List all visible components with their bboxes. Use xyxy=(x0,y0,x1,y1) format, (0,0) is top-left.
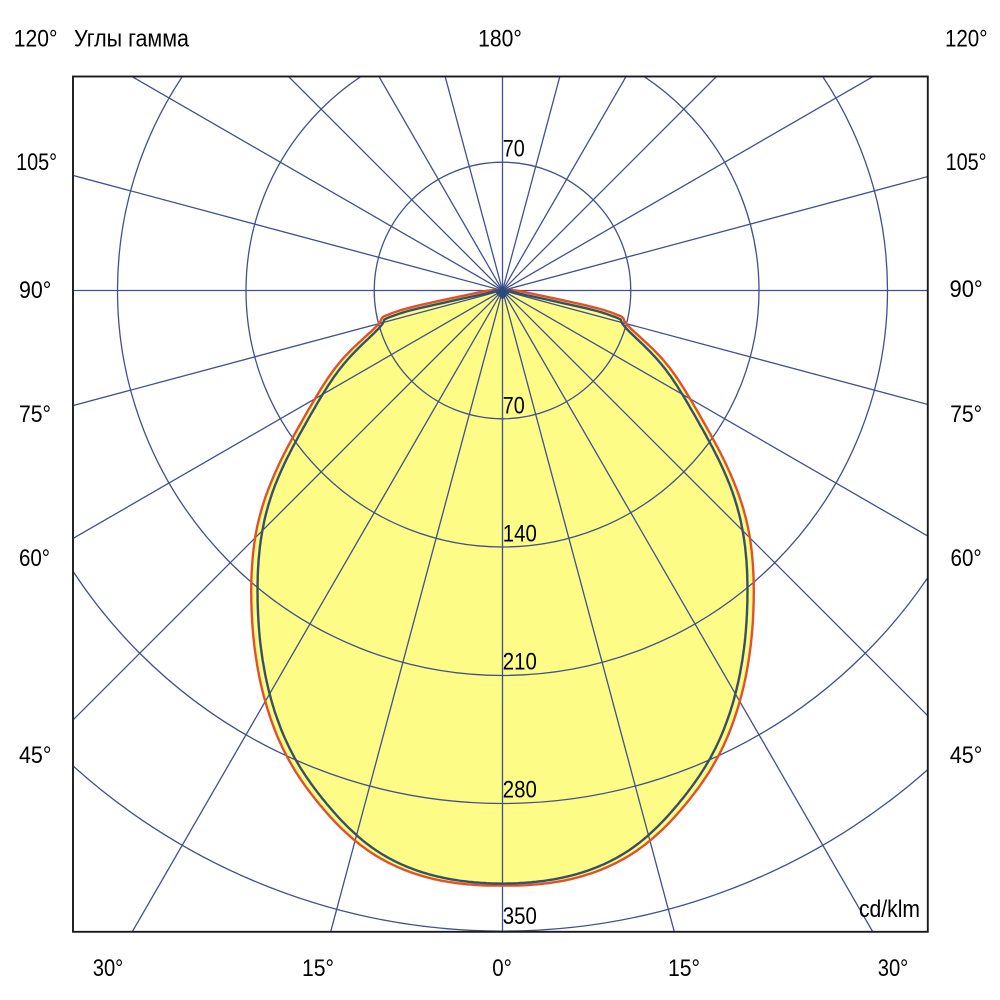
svg-text:105°: 105° xyxy=(16,149,57,176)
svg-text:140: 140 xyxy=(503,521,537,548)
svg-text:210: 210 xyxy=(503,649,537,676)
svg-text:180°: 180° xyxy=(478,26,522,53)
svg-text:15°: 15° xyxy=(668,955,700,982)
svg-text:60°: 60° xyxy=(19,545,50,572)
svg-text:75°: 75° xyxy=(19,401,51,428)
svg-text:90°: 90° xyxy=(19,277,51,304)
svg-text:120°: 120° xyxy=(14,26,58,53)
svg-text:70: 70 xyxy=(503,136,525,163)
svg-text:15°: 15° xyxy=(302,955,334,982)
svg-text:70: 70 xyxy=(503,393,525,420)
svg-text:90°: 90° xyxy=(950,276,983,303)
svg-text:Углы гамма: Углы гамма xyxy=(74,26,190,53)
svg-text:45°: 45° xyxy=(19,742,52,769)
svg-text:105°: 105° xyxy=(946,149,987,176)
svg-text:75°: 75° xyxy=(950,401,982,428)
svg-text:45°: 45° xyxy=(950,742,983,769)
svg-text:350: 350 xyxy=(503,903,537,930)
svg-text:30°: 30° xyxy=(878,955,909,982)
svg-text:120°: 120° xyxy=(945,26,988,53)
svg-text:30°: 30° xyxy=(93,955,124,982)
svg-text:cd/klm: cd/klm xyxy=(859,896,920,923)
svg-text:0°: 0° xyxy=(492,955,512,982)
svg-text:280: 280 xyxy=(503,777,537,804)
svg-text:60°: 60° xyxy=(951,545,982,572)
